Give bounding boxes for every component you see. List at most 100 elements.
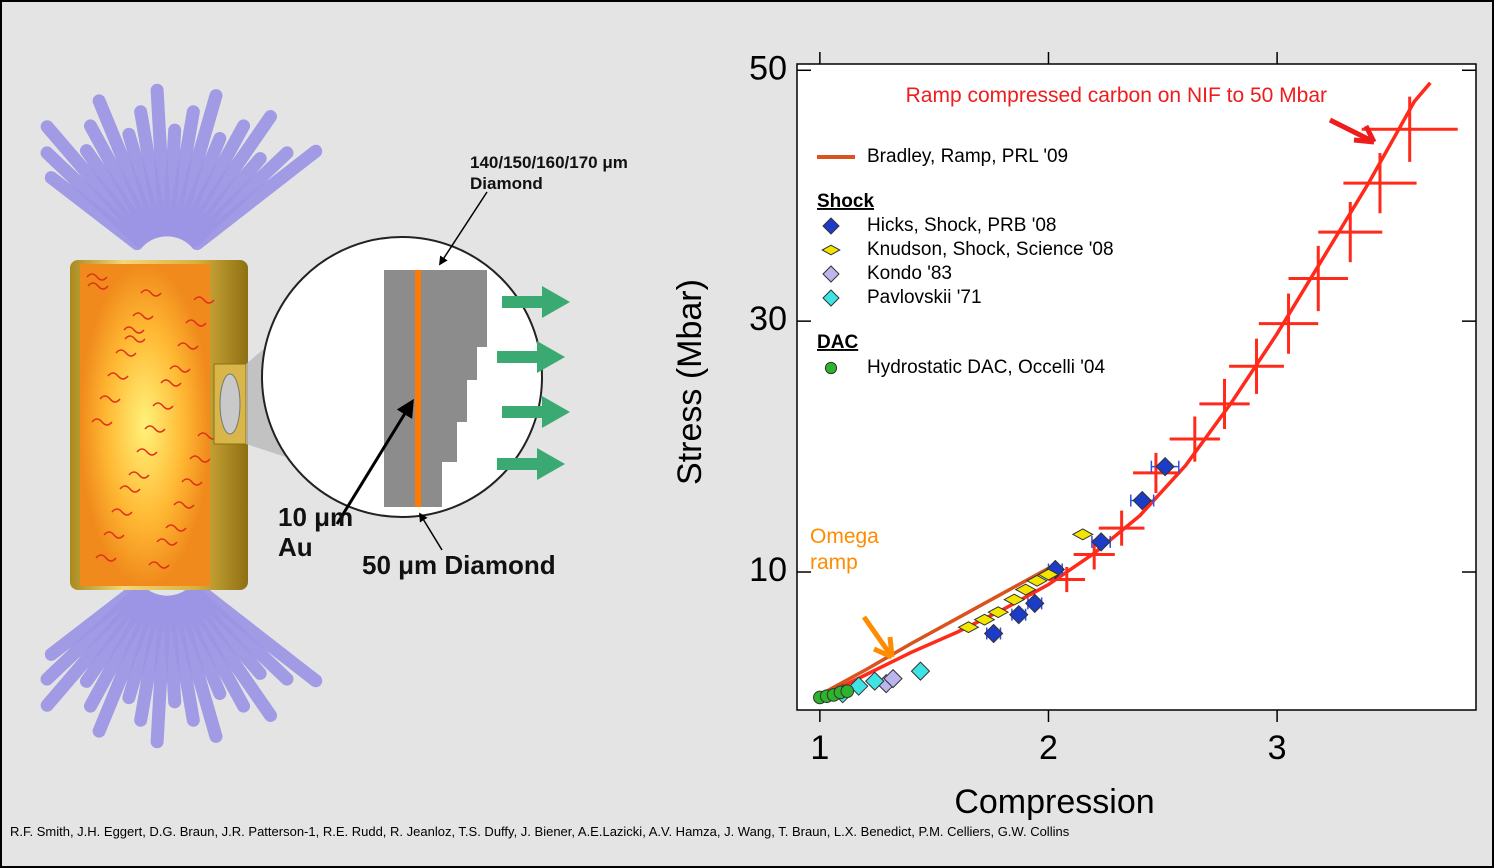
x-ray-squiggle (193, 296, 215, 304)
x-ray-squiggle (123, 326, 145, 334)
pointer (419, 512, 443, 551)
data-point (822, 217, 840, 235)
data-point (1014, 583, 1037, 596)
shock-arrow (502, 396, 570, 428)
x-ray-squiggle (115, 349, 137, 357)
data-point (1037, 568, 1060, 581)
x-ray-squiggle (177, 342, 199, 350)
pointer (335, 398, 414, 525)
data-point (883, 668, 903, 689)
laser-beam (150, 83, 172, 237)
data-point (822, 265, 840, 283)
shock-arrow (497, 448, 565, 480)
data-point (822, 289, 840, 307)
x-axis-label: Compression (954, 783, 1154, 821)
laser-beam (92, 94, 160, 239)
x-ray-squiggle (136, 448, 158, 456)
laser-beam (181, 589, 277, 722)
data-point (849, 676, 869, 696)
x-ray-squiggle (132, 312, 154, 320)
gold-layer (415, 270, 421, 507)
hohlraum-diagram (40, 83, 570, 749)
shock-arrow (502, 286, 570, 318)
data-point (957, 621, 980, 634)
data-point (1071, 528, 1094, 541)
pointer (439, 191, 488, 266)
legend-label: Pavlovskii '71 (867, 287, 982, 308)
laser-beam (92, 593, 160, 738)
legend-label: Knudson, Shock, Science '08 (867, 239, 1114, 260)
data-point (1003, 593, 1026, 606)
laser-beam (190, 581, 323, 688)
legend-label: Bradley, Ramp, PRL '09 (867, 146, 1068, 167)
x-tick-label: 2 (1039, 729, 1058, 767)
x-ray-squiggle (160, 379, 182, 387)
x-ray-squiggle (99, 395, 121, 403)
laser-beam (181, 110, 277, 243)
series-line (819, 81, 1432, 700)
laser-beam (190, 144, 323, 251)
hohlraum-interior (80, 264, 210, 586)
series-line (819, 566, 1050, 697)
x-ray-squiggle (173, 501, 195, 509)
annotation-arrow (861, 615, 895, 660)
laser-beam (170, 594, 223, 743)
x-ray-squiggle (107, 372, 129, 380)
x-ray-squiggle (119, 485, 141, 493)
citation: R.F. Smith, J.H. Eggert, D.G. Braun, J.R… (10, 824, 1070, 839)
annotation: Omega ramp (810, 525, 879, 574)
diamond-sample (384, 270, 487, 507)
x-ray-squiggle (86, 273, 108, 281)
data-point (983, 623, 1004, 644)
annotation: Ramp compressed carbon on NIF to 50 Mbar (905, 84, 1327, 107)
x-ray-squiggle (181, 478, 203, 486)
data-point (1026, 574, 1048, 587)
x-ray-squiggle (148, 561, 170, 569)
data-point (910, 661, 931, 681)
legend-label: Kondo '83 (867, 263, 952, 284)
gold-layer-label: 10 μm Au (278, 502, 354, 562)
x-ray-squiggle (111, 508, 133, 516)
x-ray-squiggle (95, 554, 117, 562)
diamond-thickness-label: 140/150/160/170 μm Diamond (470, 153, 628, 193)
x-ray-squiggle (103, 531, 125, 539)
x-ray-squiggle (152, 402, 174, 410)
data-point (1009, 604, 1029, 625)
data-point (1025, 593, 1045, 614)
x-ray-squiggle (185, 319, 207, 327)
data-point (1091, 532, 1111, 552)
plot-area (796, 63, 1477, 711)
data-point (1155, 456, 1175, 477)
annotation-arrow (1328, 117, 1377, 145)
legend-label: Hydrostatic DAC, Occelli '04 (867, 357, 1105, 378)
diamond-layer-label: 50 μm Diamond (362, 550, 556, 580)
data-point (821, 244, 841, 256)
y-axis-label: Stress (Mbar) (671, 279, 709, 485)
data-point (865, 671, 885, 691)
x-ray-squiggle (140, 289, 162, 297)
legend-label: Hicks, Shock, PRB '08 (867, 215, 1056, 236)
laser-beam (170, 89, 223, 238)
y-tick-label: 50 (749, 49, 787, 87)
x-tick-label: 3 (1268, 729, 1287, 767)
data-point (840, 684, 855, 698)
x-ray-squiggle (87, 282, 109, 290)
shock-arrow (497, 341, 565, 373)
y-tick-label: 10 (749, 551, 787, 589)
x-ray-squiggle (165, 524, 187, 532)
target-window (219, 373, 241, 435)
x-ray-squiggle (124, 335, 146, 343)
data-point (824, 361, 838, 375)
data-point (973, 613, 996, 626)
data-point (987, 606, 1010, 619)
x-ray-squiggle (91, 418, 113, 426)
legend-heading: DAC (817, 332, 858, 353)
x-ray-squiggle (189, 455, 211, 463)
x-ray-squiggle (144, 425, 166, 433)
laser-beam (150, 595, 172, 749)
chart: 1 2 3 10 30 50 Compression Stress (Mbar) Bradley… (671, 49, 1477, 821)
x-ray-squiggle (156, 538, 178, 546)
legend-heading: Shock (817, 191, 874, 212)
